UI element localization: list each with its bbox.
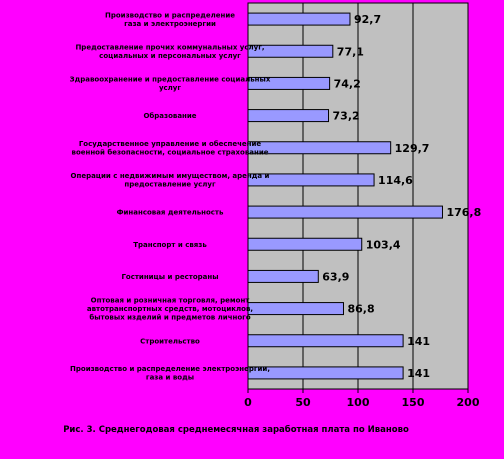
value-label: 92,7	[354, 13, 381, 26]
category-labels: Производство и распределение газа и элект…	[70, 11, 271, 381]
bar	[247, 366, 404, 380]
bar	[247, 141, 392, 155]
value-label: 114,6	[378, 174, 413, 187]
category-label-line: услуг	[159, 84, 181, 92]
category-label: Образование	[143, 112, 196, 120]
category-label-line: социальных и персональных услуг	[99, 52, 241, 60]
category-label: Государственное управление и обеспечение…	[72, 140, 269, 157]
category-label: Гостиницы и рестораны	[121, 273, 218, 281]
bar	[247, 173, 375, 187]
bar	[247, 44, 334, 58]
value-label: 129,7	[395, 142, 430, 155]
x-tick-label: 150	[402, 396, 425, 409]
category-label-line: Строительство	[140, 337, 200, 345]
bar	[247, 269, 319, 283]
category-label: Предоставление прочих коммунальных услуг…	[75, 44, 264, 61]
value-label: 141	[407, 335, 430, 348]
category-label-line: Предоставление прочих коммунальных услуг…	[75, 44, 264, 52]
category-label-line: Здравоохранение и предоставление социаль…	[70, 76, 271, 84]
value-label: 77,1	[337, 45, 364, 58]
category-label-line: Операции с недвижимым имуществом, аренда…	[71, 172, 270, 180]
category-label: Финансовая деятельность	[117, 209, 224, 217]
value-label: 74,2	[334, 77, 361, 90]
category-label-line: газа и воды	[146, 374, 194, 382]
category-label-line: Оптовая и розничная торговля, ремонт	[91, 297, 251, 305]
bar	[247, 302, 344, 316]
category-label-line: предоставление услуг	[124, 181, 216, 189]
x-tick-label: 0	[244, 396, 252, 409]
bars	[247, 12, 443, 380]
category-label-line: Производство и распределение электроэнер…	[70, 365, 270, 373]
chart-caption: Рис. 3. Среднегодовая среднемесячная зар…	[63, 424, 409, 435]
category-label: Здравоохранение и предоставление социаль…	[70, 76, 271, 93]
category-label: Производство и распределение электроэнер…	[70, 365, 270, 382]
bar	[247, 205, 443, 219]
bar	[247, 12, 351, 26]
x-axis: 0 50 100 150 200	[244, 389, 480, 409]
category-label-line: Гостиницы и рестораны	[121, 273, 218, 281]
value-labels: 92,7 77,1 74,2 73,2 129,7 114,6 176,8 103,4 63,9…	[322, 13, 481, 380]
category-label-line: бытовых изделий и предметов личного	[89, 314, 250, 322]
category-label-line: Государственное управление и обеспечение	[79, 140, 262, 148]
category-label: Строительство	[140, 337, 200, 345]
value-label: 176,8	[446, 206, 481, 219]
gridlines	[302, 3, 414, 389]
category-label-line: газа и электроэнергии	[124, 20, 216, 28]
value-label: 103,4	[366, 238, 401, 251]
category-label: Оптовая и розничная торговля, ремонт авто…	[87, 297, 253, 322]
category-label-line: Транспорт и связь	[133, 241, 207, 249]
x-tick-label: 100	[347, 396, 370, 409]
category-label-line: Образование	[143, 112, 196, 120]
x-tick-label: 50	[295, 396, 311, 409]
category-label-line: военной безопасности, социальное страхов…	[72, 149, 269, 157]
bar	[247, 237, 363, 251]
bar	[247, 334, 404, 348]
x-tick-label: 200	[457, 396, 480, 409]
value-label: 141	[407, 367, 430, 380]
category-label: Производство и распределение газа и элект…	[105, 11, 235, 28]
value-label: 63,9	[322, 270, 349, 283]
value-label: 86,8	[347, 303, 374, 316]
bar	[247, 109, 330, 123]
category-label-line: Производство и распределение	[105, 11, 235, 19]
category-label: Операции с недвижимым имуществом, аренда…	[71, 172, 270, 189]
category-label-line: автотранспортных средств, мотоциклов,	[87, 305, 253, 313]
bar	[247, 76, 331, 90]
category-label: Транспорт и связь	[133, 241, 207, 249]
category-label-line: Финансовая деятельность	[117, 209, 224, 217]
value-label: 73,2	[333, 110, 360, 123]
